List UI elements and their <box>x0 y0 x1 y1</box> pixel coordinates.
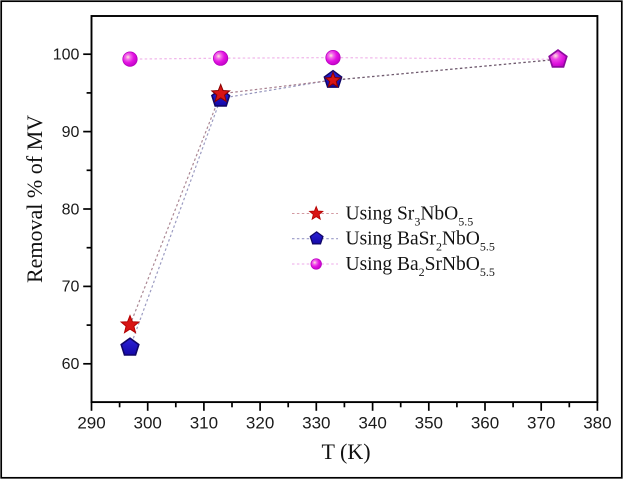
svg-text:90: 90 <box>62 124 80 141</box>
svg-text:340: 340 <box>358 414 386 433</box>
svg-text:100: 100 <box>53 47 80 64</box>
svg-text:T (K): T (K) <box>321 439 370 464</box>
svg-text:310: 310 <box>190 414 218 433</box>
svg-text:300: 300 <box>134 414 162 433</box>
svg-text:350: 350 <box>415 414 443 433</box>
svg-text:Using BaSr2NbO5.5: Using BaSr2NbO5.5 <box>346 229 495 254</box>
svg-text:290: 290 <box>77 414 105 433</box>
svg-text:70: 70 <box>62 279 80 296</box>
svg-text:330: 330 <box>302 414 330 433</box>
svg-text:370: 370 <box>527 414 555 433</box>
svg-text:320: 320 <box>246 414 274 433</box>
svg-text:360: 360 <box>471 414 499 433</box>
svg-text:60: 60 <box>62 356 80 373</box>
svg-text:Using Sr3NbO5.5: Using Sr3NbO5.5 <box>346 204 474 229</box>
svg-text:80: 80 <box>62 201 80 218</box>
svg-text:Removal % of MV: Removal % of MV <box>22 115 47 283</box>
svg-text:380: 380 <box>583 414 611 433</box>
